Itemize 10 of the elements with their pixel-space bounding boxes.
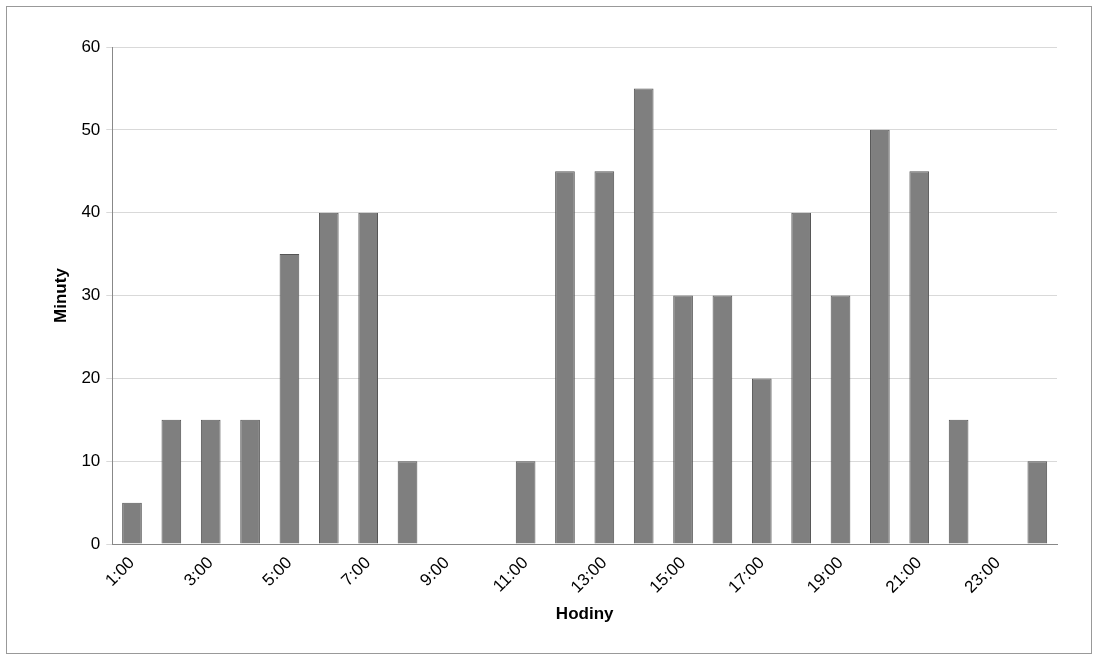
y-tick-label: 60 [81, 36, 101, 56]
y-axis-title: Minuty [50, 267, 70, 323]
x-axis-title: Hodiny [555, 604, 614, 624]
y-tick-label: 0 [90, 533, 101, 553]
y-tick-label: 10 [81, 450, 101, 470]
y-tick-label: 30 [81, 285, 101, 305]
x-tick-label: 7:00 [337, 553, 375, 590]
y-tick-label: 40 [81, 202, 101, 222]
y-tick-label: 50 [81, 119, 101, 139]
y-tick-label: 20 [81, 368, 101, 388]
